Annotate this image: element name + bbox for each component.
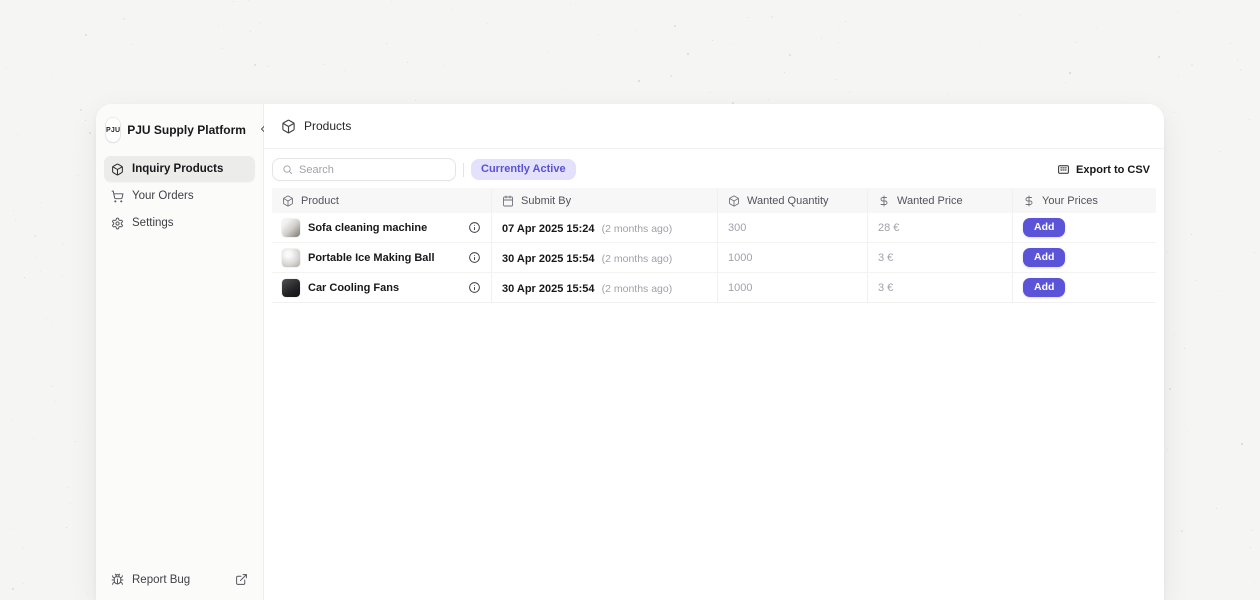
- your-prices-cell: Add: [1013, 273, 1156, 302]
- page-header: Products: [264, 104, 1164, 149]
- table-body: Sofa cleaning machine 07 Apr 2025 15:24 …: [272, 213, 1156, 302]
- sidebar-item-label: Inquiry Products: [132, 163, 224, 175]
- report-bug-label: Report Bug: [132, 573, 191, 586]
- wanted-price-cell: 3 €: [868, 243, 1013, 272]
- sidebar-item-label: Your Orders: [132, 190, 194, 202]
- wanted-quantity-value: 1000: [728, 251, 753, 264]
- wanted-quantity-cell: 1000: [718, 243, 868, 272]
- column-label: Wanted Price: [897, 194, 963, 207]
- submit-date: 07 Apr 2025 15:24: [502, 222, 598, 235]
- column-header-submit-by: Submit By: [492, 188, 718, 213]
- column-label: Your Prices: [1042, 194, 1098, 207]
- product-info-button[interactable]: [468, 251, 481, 264]
- column-header-product: Product: [272, 188, 492, 213]
- product-cell: Car Cooling Fans: [272, 273, 492, 302]
- dollar-icon: [880, 195, 888, 206]
- column-header-wanted-quantity: Wanted Quantity: [718, 188, 868, 213]
- sidebar-item-your-orders[interactable]: Your Orders: [104, 183, 255, 209]
- table-row: Sofa cleaning machine 07 Apr 2025 15:24 …: [272, 213, 1156, 242]
- submit-by-cell: 30 Apr 2025 15:54 (2 months ago): [492, 273, 718, 302]
- wanted-price-cell: 3 €: [868, 273, 1013, 302]
- wanted-quantity-value: 300: [728, 221, 747, 234]
- calendar-icon: [503, 195, 513, 206]
- product-thumbnail: [282, 218, 300, 237]
- search-box[interactable]: [272, 158, 456, 181]
- search-icon: [283, 165, 293, 175]
- package-icon: [283, 195, 293, 206]
- toolbar-divider: [463, 162, 464, 177]
- report-bug-link[interactable]: Report Bug: [104, 567, 255, 592]
- app-logo: PJU: [106, 118, 121, 142]
- add-price-button[interactable]: Add: [1023, 277, 1066, 298]
- sidebar-item-label: Settings: [132, 217, 174, 229]
- submit-ago: (2 months ago): [601, 222, 673, 235]
- search-input[interactable]: [299, 163, 446, 176]
- add-price-button[interactable]: Add: [1023, 247, 1066, 268]
- info-icon: [469, 252, 480, 263]
- package-icon: [282, 119, 295, 133]
- wanted-price-cell: 28 €: [868, 213, 1013, 242]
- package-icon: [112, 163, 123, 175]
- csv-sheet-icon: [1058, 165, 1069, 174]
- currently-active-filter-button[interactable]: Currently Active: [471, 158, 576, 181]
- package-icon: [729, 195, 739, 206]
- product-name: Car Cooling Fans: [308, 281, 400, 294]
- product-thumbnail: [282, 248, 300, 267]
- sidebar-item-settings[interactable]: Settings: [104, 210, 255, 236]
- product-cell: Portable Ice Making Ball: [272, 243, 492, 272]
- cart-icon: [111, 190, 124, 202]
- table-header-row: Product Submit By Wanted Quantity Wanted…: [272, 188, 1156, 213]
- wanted-price-value: 28 €: [878, 221, 900, 234]
- dollar-icon: [1025, 195, 1033, 206]
- wanted-quantity-cell: 300: [718, 213, 868, 242]
- submit-ago: (2 months ago): [601, 252, 673, 265]
- add-price-button[interactable]: Add: [1023, 217, 1066, 238]
- product-info-button[interactable]: [468, 221, 481, 234]
- sidebar-header: PJU PJU Supply Platform: [104, 112, 265, 156]
- submit-by-cell: 07 Apr 2025 15:24 (2 months ago): [492, 213, 718, 242]
- sidebar: PJU PJU Supply Platform Inquiry Products…: [96, 104, 265, 600]
- column-header-wanted-price: Wanted Price: [868, 188, 1013, 213]
- products-table: Product Submit By Wanted Quantity Wanted…: [272, 188, 1156, 303]
- page-title: Products: [304, 119, 352, 133]
- wanted-price-value: 3 €: [878, 281, 894, 294]
- main-content: Products Currently Active Export to CSV …: [264, 104, 1164, 600]
- column-label: Wanted Quantity: [747, 194, 829, 207]
- gear-icon: [112, 217, 123, 229]
- product-thumbnail: [282, 278, 300, 297]
- info-icon: [469, 222, 480, 233]
- product-cell: Sofa cleaning machine: [272, 213, 492, 242]
- app-title: PJU Supply Platform: [127, 123, 246, 137]
- table-row: Car Cooling Fans 30 Apr 2025 15:54 (2 mo…: [272, 272, 1156, 302]
- submit-date: 30 Apr 2025 15:54: [502, 282, 598, 295]
- export-csv-label: Export to CSV: [1076, 163, 1150, 176]
- export-csv-button[interactable]: Export to CSV: [1051, 159, 1156, 180]
- column-label: Submit By: [521, 194, 572, 207]
- external-link-icon: [236, 574, 247, 585]
- product-name: Portable Ice Making Ball: [308, 251, 435, 264]
- product-info-button[interactable]: [468, 281, 481, 294]
- submit-date: 30 Apr 2025 15:54: [502, 252, 598, 265]
- wanted-quantity-cell: 1000: [718, 273, 868, 302]
- submit-by-cell: 30 Apr 2025 15:54 (2 months ago): [492, 243, 718, 272]
- sidebar-item-inquiry-products[interactable]: Inquiry Products: [104, 156, 255, 182]
- product-name: Sofa cleaning machine: [308, 221, 428, 234]
- your-prices-cell: Add: [1013, 213, 1156, 242]
- table-row: Portable Ice Making Ball 30 Apr 2025 15:…: [272, 242, 1156, 272]
- wanted-price-value: 3 €: [878, 251, 894, 264]
- your-prices-cell: Add: [1013, 243, 1156, 272]
- info-icon: [469, 282, 480, 293]
- submit-ago: (2 months ago): [601, 282, 673, 295]
- column-header-your-prices: Your Prices: [1013, 188, 1156, 213]
- toolbar: Currently Active Export to CSV: [272, 158, 1156, 181]
- bug-icon: [111, 573, 124, 585]
- app-window: PJU PJU Supply Platform Inquiry Products…: [96, 104, 1164, 600]
- column-label: Product: [301, 194, 339, 207]
- wanted-quantity-value: 1000: [728, 281, 753, 294]
